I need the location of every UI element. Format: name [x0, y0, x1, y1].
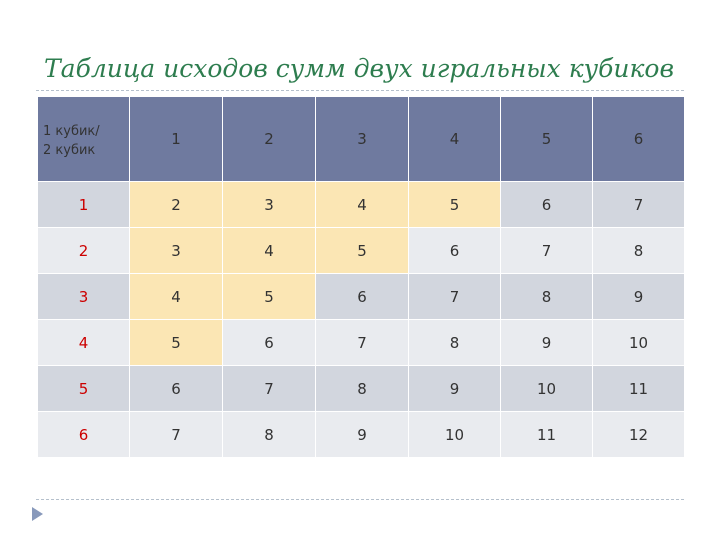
- table-cell: 6: [315, 273, 409, 320]
- table-cell: 7: [408, 273, 501, 320]
- table-cell: 6: [500, 181, 593, 228]
- triangle-bullet-icon: [32, 507, 43, 521]
- table-cell: 3: [222, 181, 316, 228]
- table-cell: 7: [129, 411, 223, 458]
- table-cell: 3: [129, 227, 223, 274]
- table-cell: 5: [129, 319, 223, 366]
- table-cell: 9: [408, 365, 501, 412]
- table-cell: 10: [592, 319, 685, 366]
- table-cell: 10: [408, 411, 501, 458]
- table-cell: 9: [592, 273, 685, 320]
- table-cell: 5: [408, 181, 501, 228]
- table-cell: 7: [315, 319, 409, 366]
- row-header: 6: [37, 411, 130, 458]
- row-header: 5: [37, 365, 130, 412]
- table-cell: 8: [315, 365, 409, 412]
- table-row: 1 2 3 4 5 6 7: [37, 181, 685, 228]
- table-cell: 5: [222, 273, 316, 320]
- table-cell: 8: [500, 273, 593, 320]
- table-cell: 4: [129, 273, 223, 320]
- header-row: 1 кубик/ 2 кубик 1 2 3 4 5 6: [37, 96, 685, 182]
- table-row: 3 4 5 6 7 8 9: [37, 273, 685, 320]
- column-header: 3: [315, 96, 409, 182]
- column-header: 2: [222, 96, 316, 182]
- table-cell: 8: [222, 411, 316, 458]
- table-cell: 6: [408, 227, 501, 274]
- column-header: 4: [408, 96, 501, 182]
- column-header: 1: [129, 96, 223, 182]
- table-cell: 11: [500, 411, 593, 458]
- table-cell: 10: [500, 365, 593, 412]
- table-cell: 4: [222, 227, 316, 274]
- row-header: 2: [37, 227, 130, 274]
- top-divider: [36, 90, 684, 91]
- slide-title: Таблица исходов сумм двух игральных куби…: [44, 54, 675, 83]
- table-cell: 7: [222, 365, 316, 412]
- column-header: 6: [592, 96, 685, 182]
- table-row: 5 6 7 8 9 10 11: [37, 365, 685, 412]
- row-header: 1: [37, 181, 130, 228]
- table-cell: 9: [315, 411, 409, 458]
- table-cell: 6: [222, 319, 316, 366]
- corner-cell: 1 кубик/ 2 кубик: [37, 96, 130, 182]
- table-cell: 9: [500, 319, 593, 366]
- table-row: 6 7 8 9 10 11 12: [37, 411, 685, 458]
- table-cell: 11: [592, 365, 685, 412]
- table-cell: 8: [408, 319, 501, 366]
- table-cell: 4: [315, 181, 409, 228]
- row-header: 3: [37, 273, 130, 320]
- row-header: 4: [37, 319, 130, 366]
- table-cell: 2: [129, 181, 223, 228]
- table-cell: 7: [500, 227, 593, 274]
- table-cell: 5: [315, 227, 409, 274]
- dice-sum-table: 1 кубик/ 2 кубик 1 2 3 4 5 6 1 2 3 4 5 6…: [37, 96, 685, 458]
- table-cell: 6: [129, 365, 223, 412]
- table-cell: 7: [592, 181, 685, 228]
- bottom-divider: [36, 499, 684, 500]
- column-header: 5: [500, 96, 593, 182]
- table-cell: 12: [592, 411, 685, 458]
- table-row: 2 3 4 5 6 7 8: [37, 227, 685, 274]
- table-cell: 8: [592, 227, 685, 274]
- table-row: 4 5 6 7 8 9 10: [37, 319, 685, 366]
